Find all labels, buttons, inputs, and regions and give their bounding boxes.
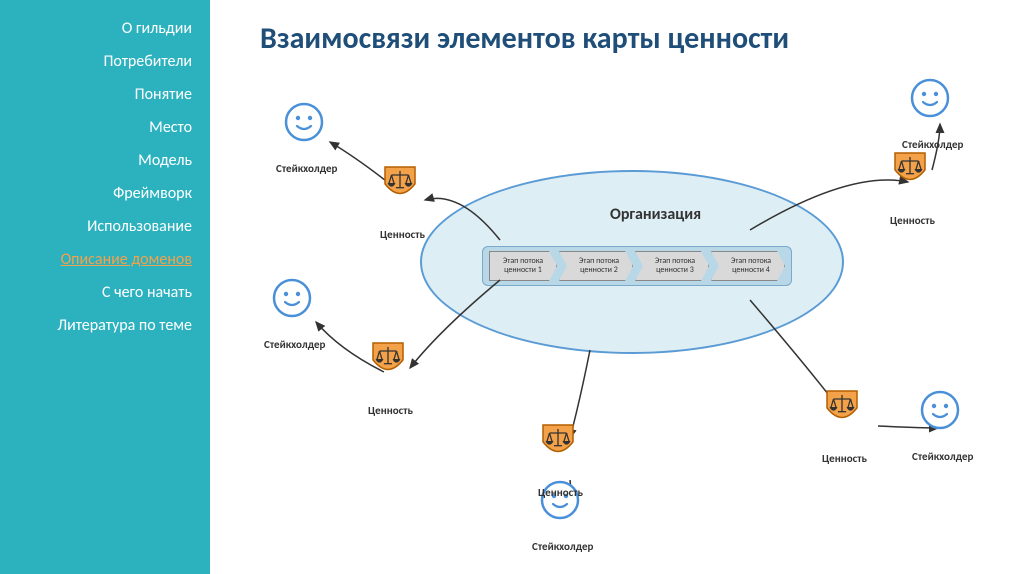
stakeholder-face-icon	[284, 102, 324, 147]
sidebar-item-1[interactable]: Потребители	[0, 45, 210, 78]
organization-label: Организация	[610, 205, 701, 224]
sidebar-item-0[interactable]: О гильдии	[0, 12, 210, 45]
sidebar-item-8[interactable]: С чего начать	[0, 276, 210, 309]
diagram-canvas: Организация Этап потока ценности 1Этап п…	[210, 70, 1024, 574]
sidebar: О гильдииПотребителиПонятиеМестоМодельФр…	[0, 0, 210, 574]
sidebar-item-2[interactable]: Понятие	[0, 78, 210, 111]
stakeholder-label: Стейкхолдер	[276, 162, 337, 175]
value-shield-icon	[825, 387, 859, 430]
sidebar-item-6[interactable]: Использование	[0, 210, 210, 243]
sidebar-item-3[interactable]: Место	[0, 111, 210, 144]
page-title: Взаимосвязи элементов карты ценности	[260, 20, 789, 57]
stage-chevron-2: Этап потока ценности 3	[635, 251, 709, 281]
sidebar-item-7[interactable]: Описание доменов	[0, 243, 210, 276]
value-shield-icon	[541, 421, 575, 464]
value-shield-icon	[371, 339, 405, 382]
sidebar-item-4[interactable]: Модель	[0, 144, 210, 177]
value-shield-icon	[383, 163, 417, 206]
stakeholder-face-icon	[920, 390, 960, 435]
sidebar-item-5[interactable]: Фреймворк	[0, 177, 210, 210]
stage-chevron-3: Этап потока ценности 4	[711, 251, 785, 281]
value-label: Ценность	[890, 214, 935, 227]
stakeholder-label: Стейкхолдер	[912, 450, 973, 463]
stakeholder-label: Стейкхолдер	[532, 540, 593, 553]
value-label: Ценность	[538, 486, 583, 499]
stage-chevron-0: Этап потока ценности 1	[489, 251, 557, 281]
value-label: Ценность	[822, 452, 867, 465]
stakeholder-face-icon	[910, 78, 950, 123]
value-label: Ценность	[368, 404, 413, 417]
stage-chevron-1: Этап потока ценности 2	[559, 251, 633, 281]
stakeholder-label: Стейкхолдер	[264, 338, 325, 351]
sidebar-item-9[interactable]: Литература по теме	[0, 309, 210, 342]
stakeholder-face-icon	[272, 278, 312, 323]
value-shield-icon	[893, 149, 927, 192]
value-stream-strip: Этап потока ценности 1Этап потока ценнос…	[482, 246, 792, 286]
value-label: Ценность	[380, 228, 425, 241]
